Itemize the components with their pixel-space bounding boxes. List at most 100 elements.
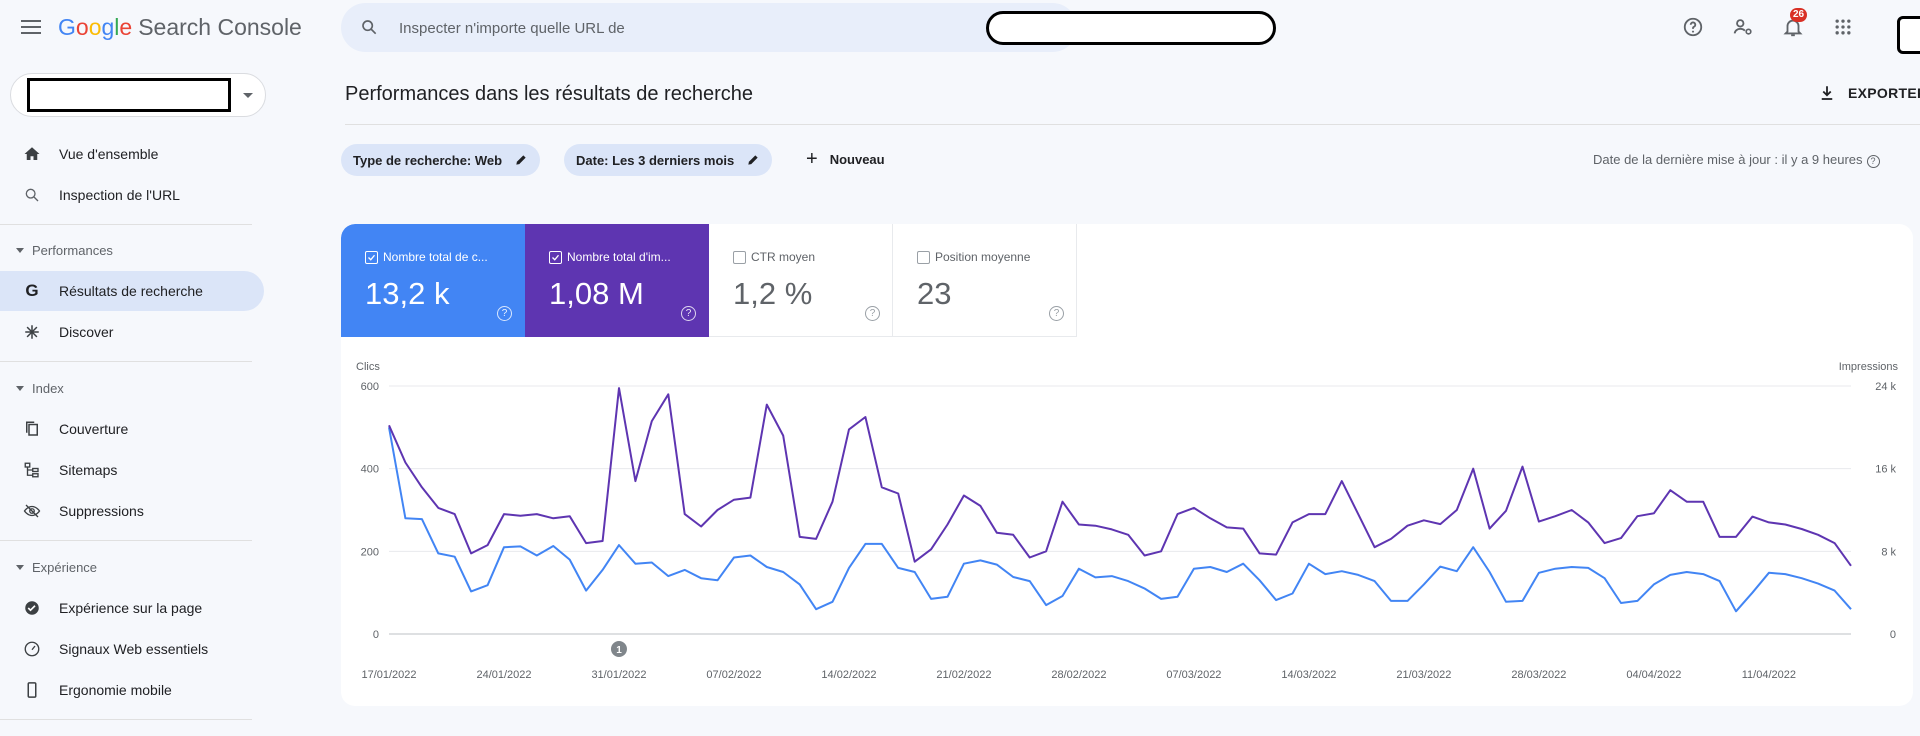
- x-tick-label: 14/02/2022: [821, 669, 876, 681]
- page-experience-icon: [22, 598, 42, 618]
- help-icon[interactable]: ?: [1866, 155, 1880, 168]
- sitemap-icon: [22, 460, 42, 480]
- sidebar-section-experience[interactable]: Expérience: [16, 560, 97, 575]
- metric-label: CTR moyen: [751, 250, 816, 264]
- y-right-tick-label: 16 k: [1875, 464, 1896, 476]
- x-tick-label: 28/03/2022: [1511, 669, 1566, 681]
- x-tick-label: 07/02/2022: [706, 669, 761, 681]
- performance-chart[interactable]: Clics Impressions 0 0 200 8 k 400 16 k 600 24 k 17…: [341, 224, 1913, 706]
- y-left-tick-label: 600: [361, 381, 379, 393]
- x-tick-label: 28/02/2022: [1051, 669, 1106, 681]
- sidebar-divider: [0, 224, 252, 225]
- url-inspection-search-bar[interactable]: [341, 3, 1276, 52]
- sidebar-item-overview[interactable]: Vue d'ensemble: [0, 134, 264, 174]
- account-avatar[interactable]: [1897, 16, 1920, 54]
- y-left-axis-title: Clics: [356, 361, 380, 373]
- x-tick-label: 21/03/2022: [1396, 669, 1451, 681]
- x-tick-label: 11/04/2022: [1742, 669, 1796, 681]
- checkbox-checked-icon: [549, 250, 562, 264]
- y-right-tick-label: 8 k: [1881, 546, 1896, 558]
- new-filter-button[interactable]: + Nouveau: [806, 148, 885, 170]
- metric-value: 1,08 M: [549, 276, 644, 311]
- metric-tab-total-clicks[interactable]: Nombre total de c... 13,2 k ?: [341, 224, 525, 337]
- help-icon[interactable]: [1680, 14, 1706, 40]
- last-update-info: Date de la dernière mise à jour : il y a…: [1593, 152, 1880, 168]
- search-icon: [22, 185, 42, 205]
- home-icon: [22, 144, 42, 164]
- metric-label: Position moyenne: [935, 250, 1031, 264]
- sidebar-divider: [0, 719, 252, 720]
- performance-card: Clics Impressions 0 0 200 8 k 400 16 k 600 24 k 17…: [341, 224, 1913, 706]
- y-left-tick-label: 400: [361, 464, 379, 476]
- sidebar-section-index[interactable]: Index: [16, 381, 64, 396]
- help-icon[interactable]: ?: [497, 306, 512, 321]
- y-right-axis-title: Impressions: [1839, 361, 1899, 373]
- redacted-url: [986, 11, 1276, 45]
- menu-icon[interactable]: [20, 16, 42, 38]
- filter-chip-date[interactable]: Date: Les 3 derniers mois: [564, 144, 773, 176]
- export-button[interactable]: EXPORTER: [1818, 84, 1920, 102]
- metric-label: Nombre total de c...: [383, 250, 488, 264]
- metric-value: 23: [917, 276, 952, 311]
- help-icon[interactable]: ?: [681, 306, 696, 321]
- filter-chip-search-type[interactable]: Type de recherche: Web: [341, 144, 541, 176]
- checkbox-unchecked-icon: [733, 250, 746, 264]
- clicks-series-line: [388, 427, 1852, 613]
- checkbox-unchecked-icon: [917, 250, 930, 264]
- search-icon: [362, 20, 377, 35]
- manage-users-icon[interactable]: [1730, 14, 1756, 40]
- impressions-series-line: [388, 387, 1852, 567]
- sidebar-divider: [0, 540, 252, 541]
- annotation-label: 1: [616, 645, 622, 656]
- y-right-tick-label: 0: [1890, 629, 1896, 641]
- x-tick-label: 21/02/2022: [936, 669, 991, 681]
- x-tick-label: 14/03/2022: [1281, 669, 1336, 681]
- help-icon[interactable]: ?: [1049, 306, 1064, 321]
- sidebar-item-url-inspection[interactable]: Inspection de l'URL: [0, 175, 264, 215]
- x-tick-label: 04/04/2022: [1626, 669, 1681, 681]
- metric-tab-average-ctr[interactable]: CTR moyen 1,2 % ?: [709, 224, 893, 337]
- sidebar-item-page-experience[interactable]: Expérience sur la page: [0, 588, 264, 628]
- sidebar-divider: [0, 361, 252, 362]
- apps-grid-icon[interactable]: [1830, 14, 1856, 40]
- url-inspection-input[interactable]: [399, 17, 999, 39]
- edit-pencil-icon: [516, 155, 526, 165]
- edit-pencil-icon: [748, 155, 758, 165]
- metric-value: 1,2 %: [733, 276, 813, 311]
- help-icon[interactable]: ?: [865, 306, 880, 321]
- x-tick-label: 07/03/2022: [1166, 669, 1221, 681]
- sidebar-section-performances[interactable]: Performances: [16, 243, 113, 258]
- sidebar-item-removals[interactable]: Suppressions: [0, 491, 264, 531]
- notifications-badge: 26: [1790, 8, 1808, 22]
- notifications-icon[interactable]: 26: [1780, 8, 1808, 40]
- x-tick-label: 31/01/2022: [591, 669, 646, 681]
- removals-eye-off-icon: [22, 501, 42, 521]
- y-left-tick-label: 200: [361, 546, 379, 558]
- x-tick-label: 17/01/2022: [361, 669, 416, 681]
- google-search-console-logo[interactable]: Google Search Console: [58, 14, 302, 40]
- top-bar-actions: 26: [1680, 8, 1880, 40]
- checkbox-checked-icon: [365, 250, 378, 264]
- discover-asterisk-icon: [22, 322, 42, 342]
- annotation-marker: [610, 641, 627, 657]
- page-title: Performances dans les résultats de reche…: [345, 83, 753, 105]
- metric-tab-total-impressions[interactable]: Nombre total d'im... 1,08 M ?: [525, 224, 709, 337]
- property-selector[interactable]: [10, 73, 266, 117]
- sidebar-item-discover[interactable]: Discover: [0, 312, 264, 352]
- x-tick-label: 24/01/2022: [476, 669, 531, 681]
- sidebar-item-core-web-vitals[interactable]: Signaux Web essentiels: [0, 629, 264, 669]
- mobile-phone-icon: [22, 680, 42, 700]
- metric-tab-average-position[interactable]: Position moyenne 23 ?: [893, 224, 1077, 337]
- sidebar-item-sitemaps[interactable]: Sitemaps: [0, 450, 264, 490]
- gauge-icon: [22, 639, 42, 659]
- sidebar-item-coverage[interactable]: Couverture: [0, 409, 264, 449]
- header-divider: [345, 124, 1920, 125]
- y-left-tick-label: 0: [373, 629, 379, 641]
- redacted-property-name: [27, 78, 231, 112]
- sidebar-item-search-results[interactable]: G Résultats de recherche: [0, 271, 264, 311]
- coverage-copy-icon: [22, 419, 42, 439]
- product-name: Search Console: [138, 14, 302, 40]
- plus-icon: +: [806, 148, 818, 170]
- sidebar-item-mobile-usability[interactable]: Ergonomie mobile: [0, 670, 264, 710]
